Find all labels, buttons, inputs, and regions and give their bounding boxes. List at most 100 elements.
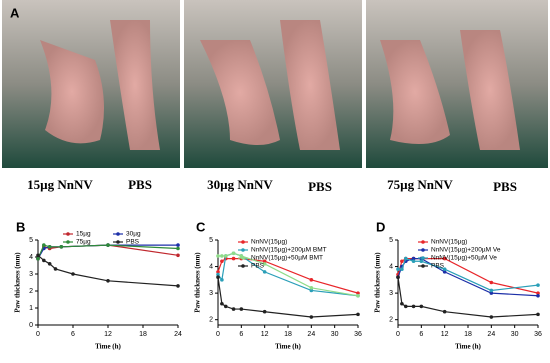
y-tick-label: 2 (209, 317, 213, 324)
y-tick-label: 5 (209, 237, 213, 244)
data-point (59, 245, 64, 249)
x-tick-label: 24 (487, 331, 495, 338)
data-point (71, 272, 75, 276)
x-tick-label: 6 (239, 331, 243, 338)
data-point (419, 304, 424, 309)
data-point (262, 309, 267, 314)
data-point (216, 275, 220, 279)
data-point (356, 312, 360, 317)
panel-label: B (16, 219, 25, 234)
y-tick-label: 5 (29, 237, 33, 244)
legend-label: NnNV(15µg) (431, 239, 467, 246)
data-point (262, 259, 267, 264)
data-point (36, 253, 40, 258)
x-tick-label: 36 (534, 331, 542, 338)
y-tick-label: 2 (29, 288, 33, 295)
legend-marker (421, 256, 425, 260)
data-point (442, 309, 447, 314)
data-point (411, 304, 416, 309)
x-tick-label: 12 (261, 331, 269, 338)
data-point (396, 267, 400, 272)
data-point (309, 278, 314, 282)
data-point (262, 270, 267, 274)
panel-label: C (196, 219, 206, 234)
data-point (536, 312, 540, 317)
data-point (176, 246, 180, 251)
data-point (536, 291, 540, 295)
legend-marker (116, 240, 120, 244)
data-point (536, 293, 540, 298)
data-point (309, 315, 314, 319)
y-axis-label: Paw thickness (mm) (374, 252, 382, 313)
legend-marker (66, 240, 70, 244)
x-tick-label: 18 (464, 331, 472, 338)
data-point (489, 315, 494, 319)
x-tick-label: 30 (331, 331, 339, 338)
legend-marker (116, 232, 120, 236)
series-line (397, 277, 539, 318)
data-point (489, 280, 494, 285)
x-tick-label: 0 (216, 331, 220, 338)
x-tick-label: 18 (284, 331, 292, 338)
legend-label: NnNV(15µg)+200µM Ve (431, 247, 501, 254)
data-point (356, 293, 360, 298)
x-tick-label: 36 (354, 331, 362, 338)
legend-label: PBS (126, 239, 140, 246)
photo-caption: 30µg NnNV (207, 177, 273, 192)
legend-label: 30µg (126, 231, 141, 238)
data-point (106, 279, 110, 283)
data-point (262, 262, 267, 266)
data-point (403, 256, 408, 261)
data-point (42, 258, 46, 263)
panel-label: D (376, 219, 385, 234)
series-line (37, 244, 179, 259)
data-point (356, 291, 360, 295)
data-point (396, 275, 400, 279)
y-tick-label: 5 (389, 237, 393, 244)
legend-label: PBS (431, 263, 445, 270)
data-point (223, 304, 228, 309)
photo (366, 0, 548, 168)
legend-label: NnNV(15µg)+50µM BMT (251, 255, 323, 262)
x-axis-label: Time (h) (455, 343, 481, 351)
x-tick-label: 24 (174, 331, 182, 338)
data-point (489, 291, 494, 295)
photo-caption: PBS (493, 179, 517, 194)
data-point (42, 243, 46, 247)
legend-marker (66, 232, 70, 236)
y-axis-label: Paw thickness (mm) (194, 252, 202, 313)
data-point (53, 267, 58, 271)
y-tick-label: 3 (389, 290, 393, 297)
photo-caption: 15µg NnNV (27, 177, 93, 192)
y-tick-label: 2 (389, 317, 393, 324)
x-tick-label: 0 (36, 331, 40, 338)
data-point (106, 243, 110, 247)
legend-marker (421, 248, 425, 252)
data-point (231, 256, 236, 261)
data-point (400, 301, 404, 306)
y-tick-label: 4 (209, 263, 213, 270)
x-tick-label: 6 (419, 331, 423, 338)
data-point (400, 259, 404, 264)
data-point (216, 254, 220, 258)
data-point (216, 272, 220, 277)
y-axis-label: Paw thickness (mm) (14, 252, 22, 313)
data-point (489, 288, 494, 293)
legend-marker (241, 256, 245, 260)
legend-marker (421, 264, 425, 268)
data-point (220, 254, 224, 258)
x-axis-label: Time (h) (275, 343, 301, 351)
data-point (223, 254, 228, 258)
y-tick-label: 3 (29, 271, 33, 278)
data-point (176, 284, 180, 288)
photo (184, 0, 362, 168)
data-point (411, 256, 416, 261)
data-point (47, 245, 52, 249)
data-point (216, 270, 220, 274)
data-point (176, 253, 180, 258)
x-tick-label: 12 (441, 331, 449, 338)
legend-marker (241, 248, 245, 252)
x-tick-label: 0 (396, 331, 400, 338)
x-tick-label: 30 (511, 331, 519, 338)
data-point (239, 307, 244, 311)
